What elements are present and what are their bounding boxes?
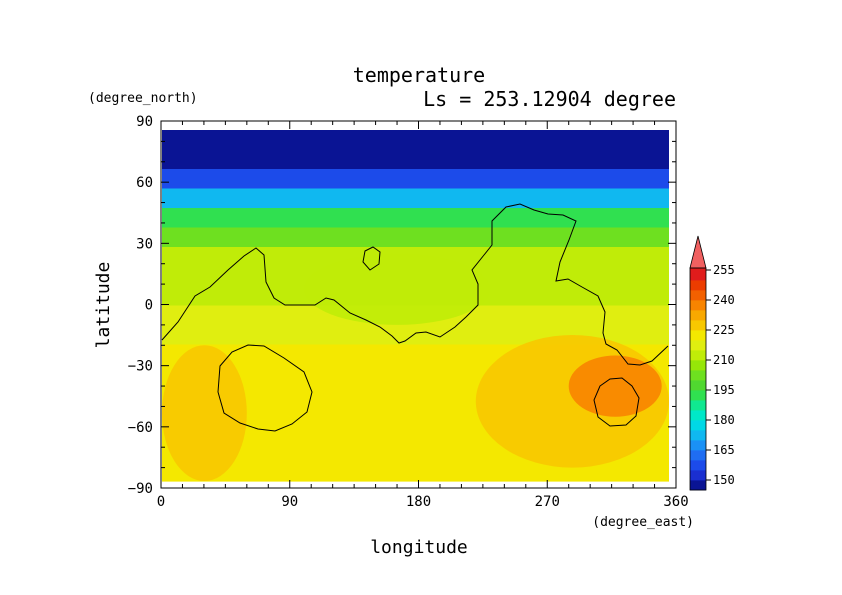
- chart-subtitle: Ls = 253.12904 degree: [423, 87, 676, 111]
- colorbar-swatch: [690, 380, 706, 391]
- x-tick-label: 180: [406, 494, 431, 510]
- heat-band: [162, 169, 669, 190]
- colorbar-swatch: [690, 390, 706, 401]
- colorbar-swatch: [690, 470, 706, 481]
- colorbar-swatch: [690, 480, 706, 491]
- colorbar-swatch: [690, 400, 706, 411]
- x-tick-label: 90: [281, 494, 298, 510]
- colorbar-swatch: [690, 420, 706, 431]
- heat-band: [162, 208, 669, 229]
- colorbar: 255 240 225 210 195 180 165 150: [689, 235, 735, 491]
- y-tick-label: −30: [128, 359, 153, 375]
- y-unit-label: (degree_north): [88, 91, 198, 106]
- y-tick-label: 30: [136, 236, 153, 252]
- colorbar-tick-label: 150: [713, 473, 735, 487]
- colorbar-swatch: [690, 320, 706, 331]
- heat-band: [162, 130, 669, 151]
- colorbar-swatch: [690, 410, 706, 421]
- colorbar-swatch: [690, 300, 706, 311]
- contour-crater-west: [217, 344, 313, 432]
- y-axis-label: latitude: [93, 262, 114, 349]
- colorbar-swatch: [690, 450, 706, 461]
- contour-main: [161, 203, 669, 366]
- contour-crater-east: [593, 377, 640, 427]
- colorbar-tick-label: 225: [713, 323, 735, 337]
- heat-anomaly: [568, 355, 662, 417]
- topography-contours: [161, 203, 669, 432]
- heat-band: [162, 149, 669, 170]
- colorbar-swatch: [690, 270, 706, 281]
- colorbar-tick-label: 210: [713, 353, 735, 367]
- y-tick-label: 0: [145, 298, 153, 314]
- heat-anomaly: [162, 345, 247, 481]
- colorbar-swatch: [690, 310, 706, 321]
- colorbar-swatch: [690, 460, 706, 471]
- x-unit-label: (degree_east): [592, 515, 694, 530]
- x-tick-label: 0: [157, 494, 165, 510]
- colorbar-tick-label: 195: [713, 383, 735, 397]
- heat-anomaly: [304, 253, 490, 325]
- y-tick-label: 60: [136, 175, 153, 191]
- colorbar-swatch: [690, 280, 706, 291]
- colorbar-tick-label: 180: [713, 413, 735, 427]
- colorbar-swatch: [690, 440, 706, 451]
- colorbar-swatch: [690, 290, 706, 301]
- x-tick-label: 360: [663, 494, 688, 510]
- y-tick-label: −90: [128, 481, 153, 497]
- colorbar-swatch: [690, 350, 706, 361]
- colorbar-over-arrow: [689, 235, 707, 269]
- x-axis-label: longitude: [370, 537, 468, 558]
- chart-title: temperature: [353, 63, 485, 87]
- colorbar-swatch: [690, 330, 706, 341]
- colorbar-swatch: [690, 340, 706, 351]
- colorbar-tick-label: 240: [713, 293, 735, 307]
- y-tick-label: −60: [128, 420, 153, 436]
- colorbar-tick-label: 255: [713, 263, 735, 277]
- colorbar-swatch: [690, 268, 706, 271]
- heat-band: [162, 227, 669, 248]
- colorbar-swatch: [690, 360, 706, 371]
- axis-ticks: 0 90 180 270 360 90 60 30 0 −30 −60 −90: [128, 114, 689, 510]
- colorbar-swatch: [690, 370, 706, 381]
- colorbar-frame: [689, 267, 707, 491]
- temperature-field: [162, 130, 669, 482]
- colorbar-tick-label: 165: [713, 443, 735, 457]
- colorbar-swatch: [690, 430, 706, 441]
- contour-blob-north: [362, 246, 381, 271]
- y-tick-label: 90: [136, 114, 153, 130]
- heat-band: [162, 188, 669, 209]
- heat-band: [162, 461, 669, 482]
- x-tick-label: 270: [535, 494, 560, 510]
